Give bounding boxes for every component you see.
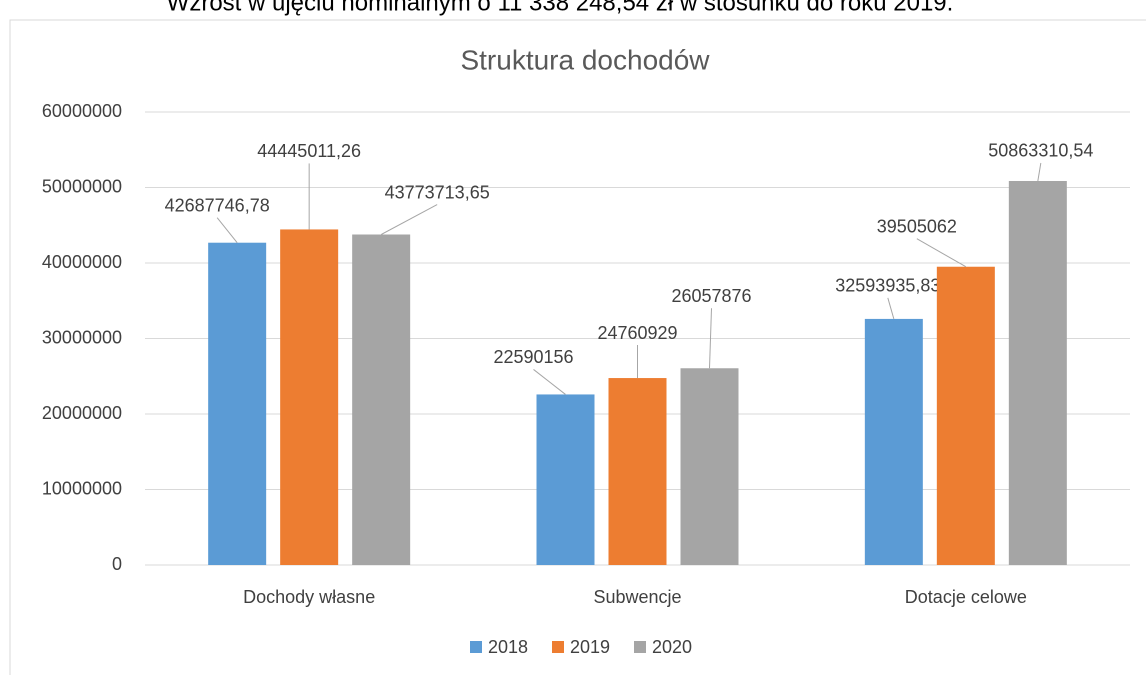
bar <box>608 378 667 565</box>
leader-line <box>380 204 438 235</box>
leader-line <box>916 238 967 268</box>
bar <box>936 266 995 565</box>
x-tick-label: Dotacje celowe <box>905 587 1027 607</box>
legend-label: 2019 <box>570 637 610 657</box>
data-label: 50863310,54 <box>988 141 1093 161</box>
leader-line <box>1037 162 1042 182</box>
data-label: 44445011,26 <box>257 141 361 161</box>
bar <box>208 242 267 565</box>
leader-line <box>533 369 566 395</box>
leader-line <box>887 297 895 320</box>
data-label: 43773713,65 <box>385 182 490 202</box>
header-text: Wzrost w ujęciu nominalnym o 11 338 248,… <box>167 0 954 16</box>
bar <box>280 229 339 565</box>
data-label: 42687746,78 <box>165 195 270 215</box>
chart-title: Struktura dochodów <box>460 44 710 75</box>
y-tick-label: 40000000 <box>42 252 122 272</box>
leader-line <box>709 308 712 369</box>
y-tick-label: 10000000 <box>42 478 122 498</box>
data-label: 39505062 <box>877 216 957 236</box>
leader-line <box>216 217 238 244</box>
bar <box>864 318 923 565</box>
legend-swatch <box>552 641 564 653</box>
y-tick-label: 0 <box>112 554 122 574</box>
x-tick-label: Subwencje <box>593 587 681 607</box>
legend-swatch <box>634 641 646 653</box>
y-tick-label: 50000000 <box>42 176 122 196</box>
x-tick-label: Dochody własne <box>243 587 375 607</box>
legend-label: 2018 <box>488 637 528 657</box>
y-tick-label: 60000000 <box>42 101 122 121</box>
data-label: 26057876 <box>671 286 751 306</box>
chart-frame <box>9 19 1146 675</box>
bar <box>1008 180 1067 566</box>
data-label: 24760929 <box>597 323 677 343</box>
bar <box>352 234 411 565</box>
legend-label: 2020 <box>652 637 692 657</box>
y-tick-label: 20000000 <box>42 403 122 423</box>
y-tick-label: 30000000 <box>42 327 122 347</box>
bar <box>680 368 739 565</box>
data-label: 22590156 <box>493 347 573 367</box>
legend-swatch <box>470 641 482 653</box>
bar <box>536 394 595 565</box>
data-label: 32593935,83 <box>835 276 940 296</box>
